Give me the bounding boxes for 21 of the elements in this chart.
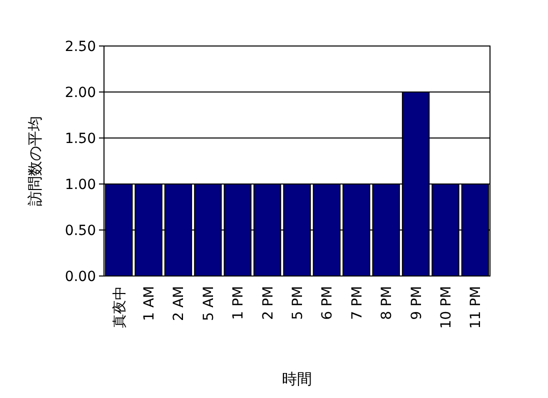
x-tick-label: 8 PM: [379, 286, 396, 320]
x-tick-label: 5 PM: [290, 286, 306, 320]
y-tick-label: 2.00: [64, 85, 96, 101]
x-tick-label: 真夜中: [112, 286, 128, 328]
x-tick-label: 1 PM: [230, 286, 247, 320]
x-tick-label: 5 AM: [200, 286, 217, 322]
x-axis-title: 時間: [282, 370, 312, 388]
x-tick-label: 7 PM: [349, 286, 366, 320]
x-tick-label: 2 PM: [260, 286, 276, 320]
y-tick-label: 0.00: [64, 269, 96, 285]
x-tick-label: 9 PM: [408, 286, 425, 320]
x-tick-label: 11 PM: [468, 286, 484, 329]
y-axis-title: 訪問数の平均: [26, 116, 44, 206]
y-tick-label: 2.50: [64, 39, 96, 55]
x-tick-label: 6 PM: [320, 286, 336, 320]
y-tick-label: 0.50: [64, 223, 96, 239]
x-tick-label: 1 AM: [142, 286, 158, 322]
x-tick-label: 2 AM: [171, 286, 188, 322]
y-tick-label: 1.00: [64, 177, 96, 193]
y-tick-label: 1.50: [64, 131, 96, 147]
x-tick-label: 10 PM: [438, 286, 454, 329]
